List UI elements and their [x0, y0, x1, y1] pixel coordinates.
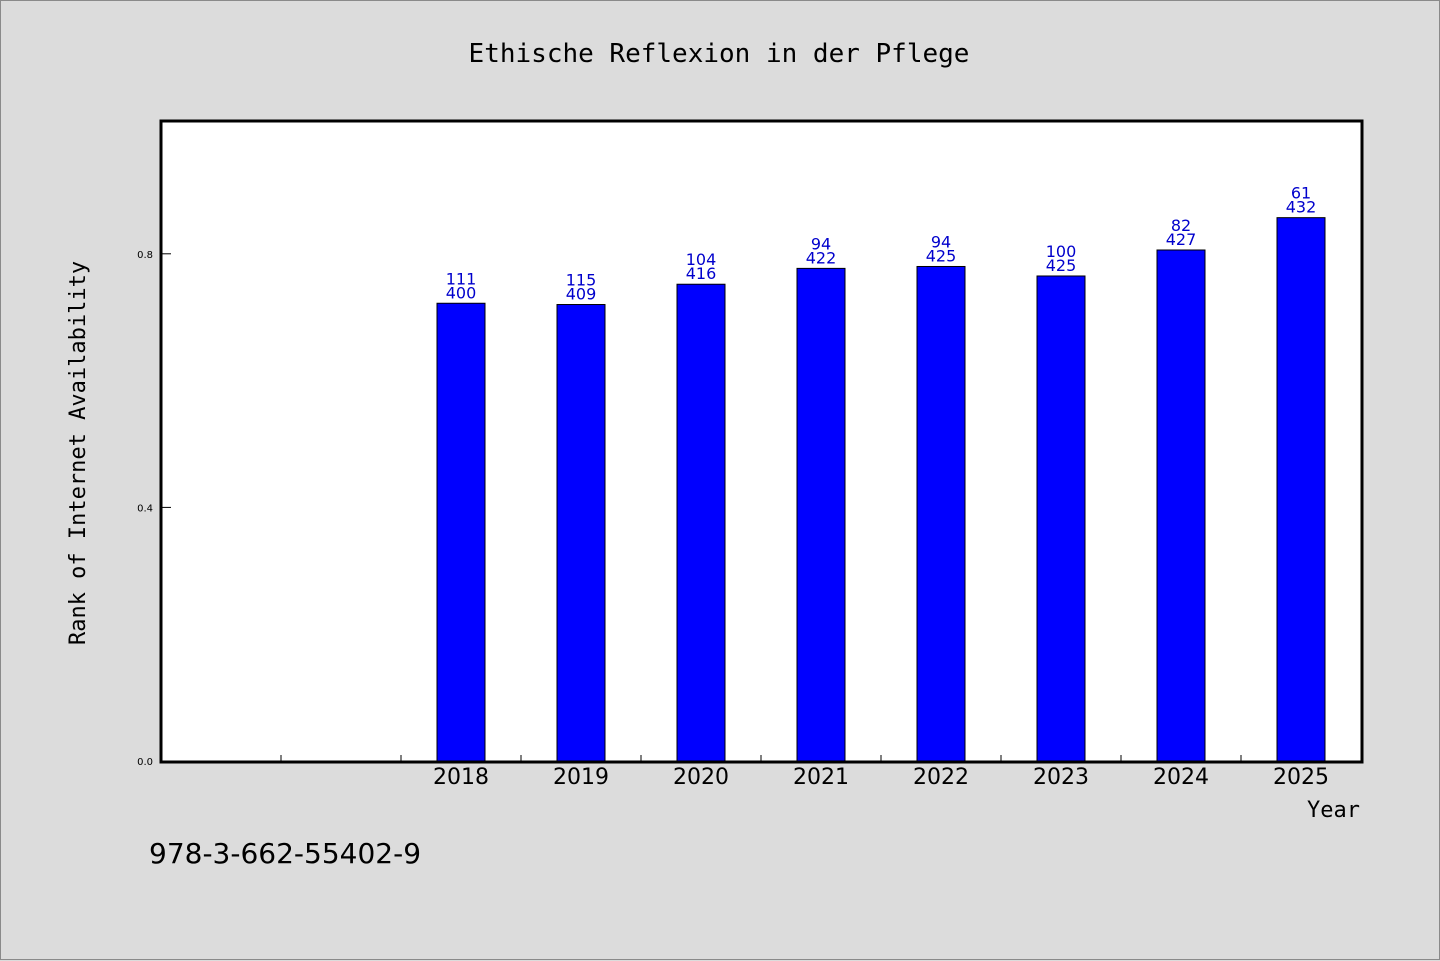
bar: [676, 283, 726, 762]
axis-ticks: 0.0 0.4 0.8 2018 2019 2020 2021 2022 2023 2024 202…: [137, 250, 1329, 790]
x-tick-label: 2025: [1273, 765, 1329, 790]
x-tick-label: 2024: [1153, 765, 1209, 790]
bar: [1156, 249, 1206, 762]
bar-series: [436, 217, 1326, 762]
x-tick-label: 2022: [913, 765, 969, 790]
data-label-top: 115: [566, 271, 597, 290]
bar: [436, 302, 486, 762]
x-tick-label: 2020: [673, 765, 729, 790]
data-label-top: 82: [1171, 216, 1191, 235]
data-label-bottom: 427: [1166, 230, 1197, 249]
y-tick-label: 0.8: [137, 250, 153, 261]
plot-border: [159, 119, 1364, 764]
data-label-bottom: 425: [926, 246, 957, 265]
data-label-bottom: 400: [446, 283, 477, 302]
bar: [916, 265, 966, 762]
bar: [1276, 217, 1326, 762]
data-label-top: 94: [811, 234, 831, 253]
data-label-bottom: 425: [1046, 256, 1077, 275]
x-axis-label: Year: [1307, 798, 1360, 823]
data-label-bottom: 409: [566, 285, 597, 304]
data-label-top: 100: [1046, 242, 1077, 261]
bar: [796, 267, 846, 762]
data-label-top: 104: [686, 250, 717, 269]
data-label-bottom: 422: [806, 248, 837, 267]
data-label-top: 61: [1291, 184, 1311, 203]
x-tick-label: 2023: [1033, 765, 1089, 790]
data-label-top: 94: [931, 232, 951, 251]
bar: [556, 304, 606, 762]
data-label-top: 111: [446, 269, 477, 288]
x-tick-label: 2018: [433, 765, 489, 790]
bar: [1036, 275, 1086, 762]
y-axis-label: Rank of Internet Availability: [66, 261, 91, 645]
isbn-footer: 978-3-662-55402-9: [149, 837, 421, 870]
data-label-bottom: 432: [1286, 198, 1317, 217]
y-tick-label: 0.4: [137, 503, 153, 514]
data-label-bottom: 416: [686, 264, 717, 283]
chart-title: Ethische Reflexion in der Pflege: [469, 39, 970, 69]
y-tick-label: 0.0: [137, 757, 153, 768]
x-tick-label: 2019: [553, 765, 609, 790]
x-tick-label: 2021: [793, 765, 849, 790]
